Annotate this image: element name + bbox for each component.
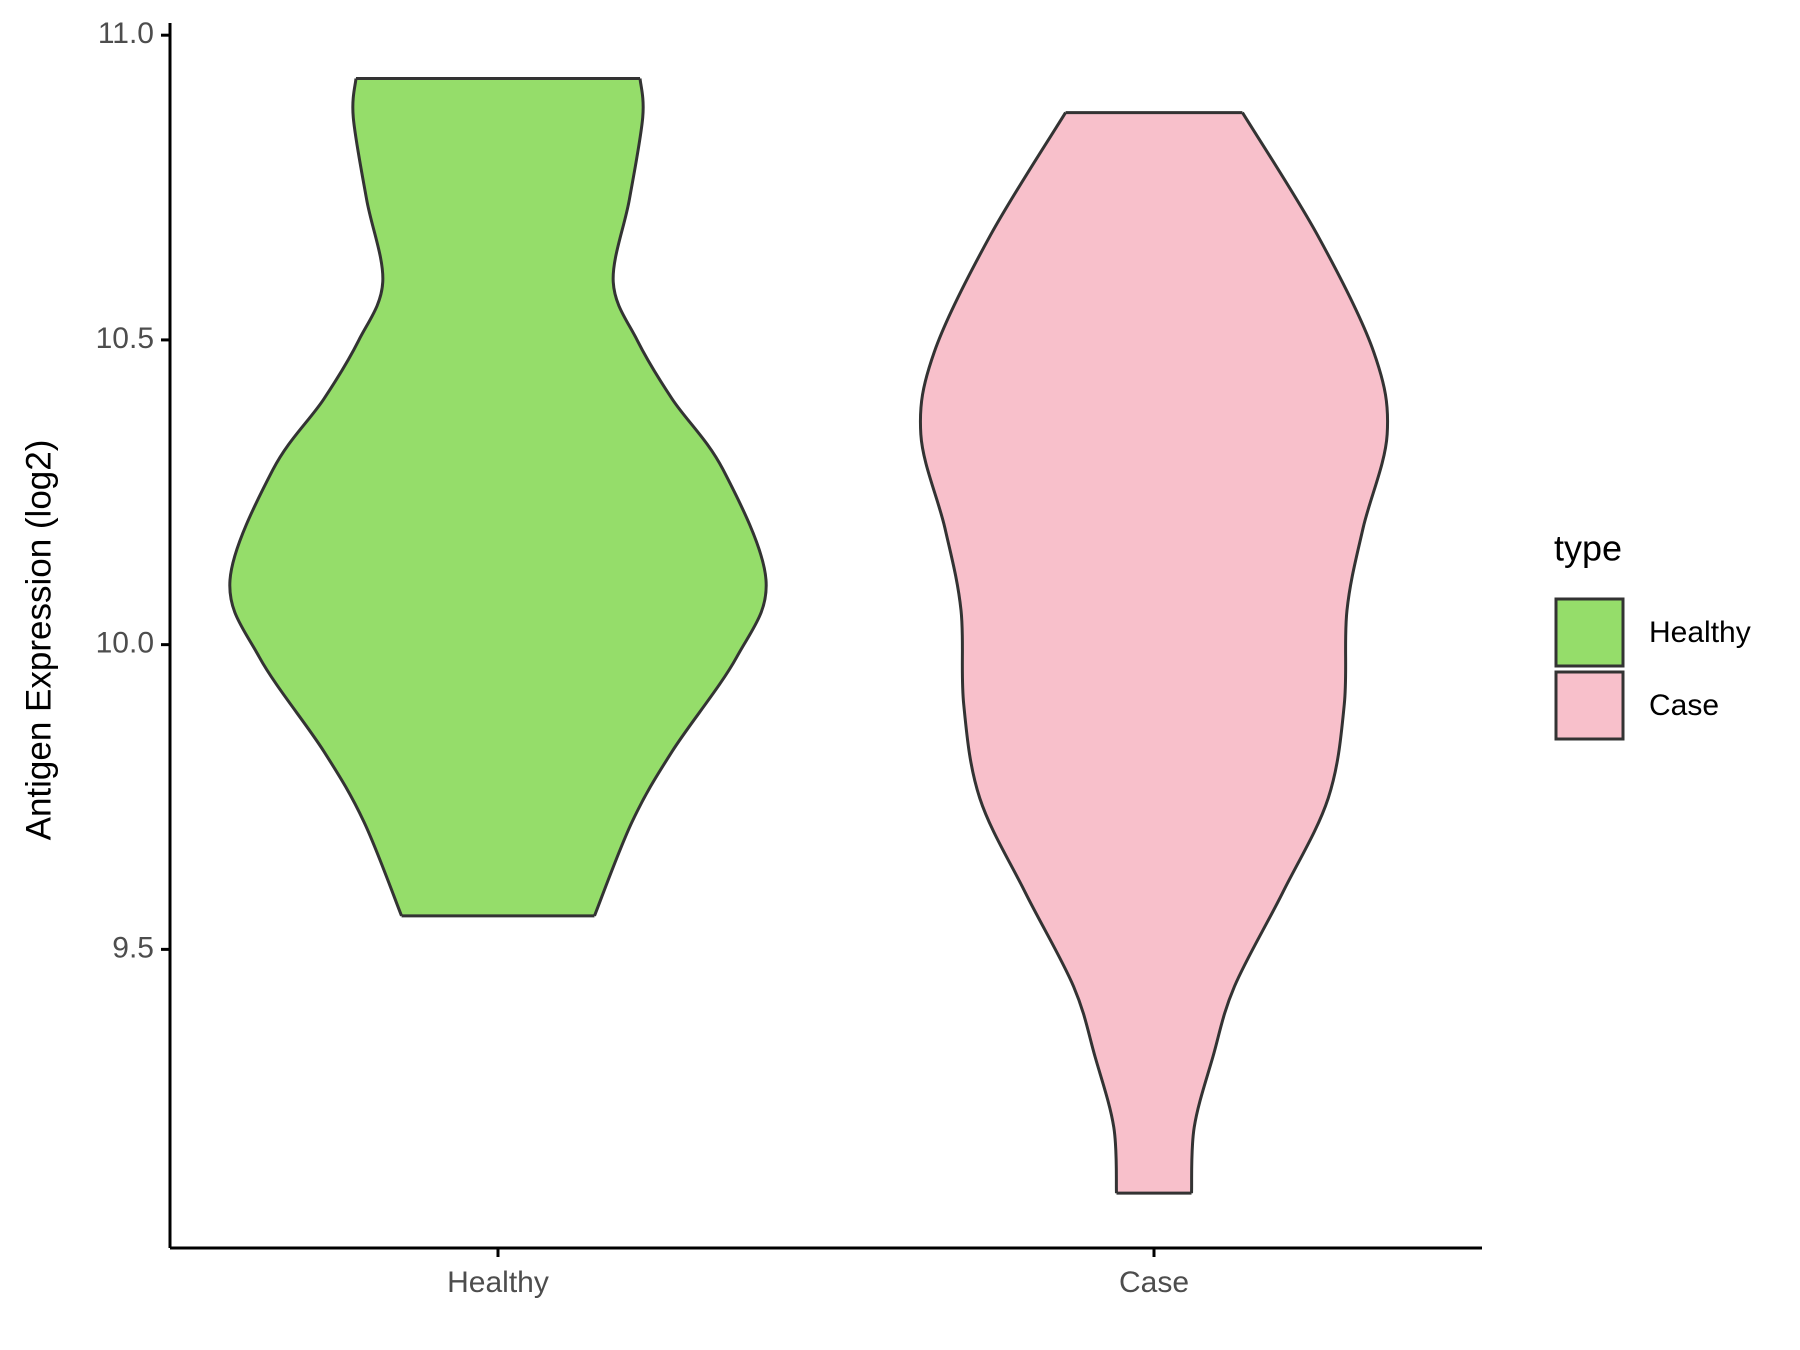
x-tick-label: Healthy <box>447 1266 549 1299</box>
legend-label: Healthy <box>1649 616 1751 649</box>
legend-title: type <box>1554 528 1622 569</box>
violin-left-edge <box>918 111 1118 1194</box>
y-tick-label: 10.0 <box>96 627 154 660</box>
y-tick-label: 11.0 <box>98 17 154 50</box>
violin-right-edge <box>1190 111 1390 1194</box>
violin-left-edge <box>228 78 403 917</box>
legend-key <box>1554 670 1625 741</box>
violin-right-edge <box>593 78 768 917</box>
y-axis-title: Antigen Expression (log2) <box>19 440 58 841</box>
violin-body <box>229 78 767 916</box>
y-tick-label: 10.5 <box>96 322 154 355</box>
legend-key <box>1554 597 1625 668</box>
violin-body <box>920 112 1388 1194</box>
x-tick-label: Case <box>1119 1266 1189 1299</box>
y-tick-label: 9.5 <box>112 931 154 964</box>
legend-label: Case <box>1649 689 1719 722</box>
